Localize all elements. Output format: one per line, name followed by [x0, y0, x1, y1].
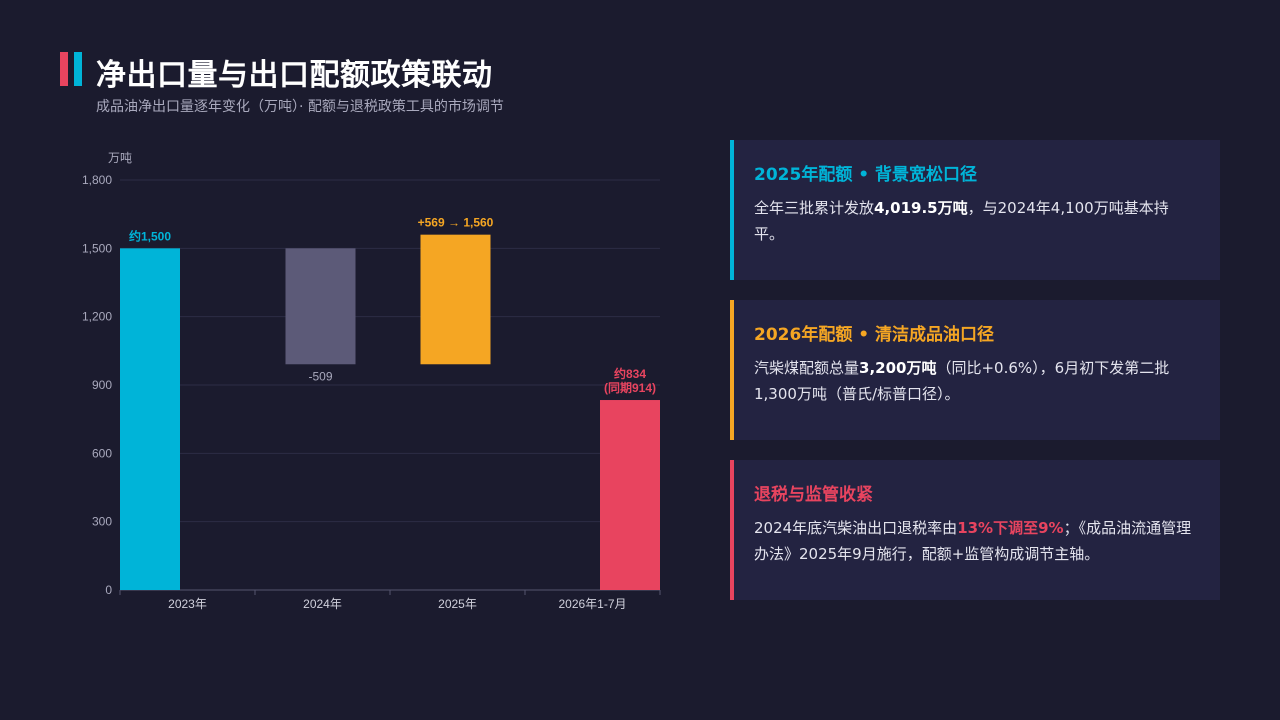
policy-cards: 2025年配额 • 背景宽松口径 全年三批累计发放4,019.5万吨，与2024年…: [730, 140, 1220, 620]
bar-data-label: +569 → 1,560: [418, 216, 494, 230]
page-subtitle: 成品油净出口量逐年变化（万吨）· 配额与退税政策工具的市场调节: [96, 99, 504, 115]
bar-3: [420, 234, 491, 365]
waterfall-chart: 万吨 0 300 600 900 1,200 1,500 1,800 2023年 2024年 202…: [82, 151, 661, 611]
card-body-text: 2024年底汽柴油出口退税率由: [754, 519, 958, 537]
card-title: 退税与监管收紧: [754, 485, 873, 505]
title-accent-bars: [60, 52, 84, 86]
card-body-text: 全年三批累计发放: [754, 199, 875, 217]
card-title: 2026年配额 • 清洁成品油口径: [754, 325, 995, 345]
y-tick-label: 600: [92, 446, 112, 460]
policy-card: 2025年配额 • 背景宽松口径 全年三批累计发放4,019.5万吨，与2024年…: [730, 140, 1220, 280]
bar-data-label: -509: [308, 369, 332, 383]
card-accent-bar: [730, 300, 734, 440]
card-accent-bar: [730, 140, 734, 280]
card-title: 2025年配额 • 背景宽松口径: [754, 165, 978, 185]
card-body-text: 汽柴煤配额总量: [754, 359, 860, 377]
y-axis-unit-label: 万吨: [108, 151, 132, 165]
y-tick-label: 900: [92, 378, 112, 392]
bar-1: [120, 248, 180, 591]
card-body: 2024年底汽柴油出口退税率由13%下调至9%；《成品油流通管理办法》2025年…: [754, 515, 1198, 567]
card-body: 全年三批累计发放4,019.5万吨，与2024年4,100万吨基本持平。: [754, 195, 1198, 247]
bar-data-label: 约1,500: [129, 228, 171, 243]
card-body-highlight: 13%下调至9%: [957, 519, 1064, 537]
card-body-text: （同比+0.6%），6月初下发第二批1,300万吨（普氏/标普口径）。: [754, 359, 1170, 403]
x-tick-label: 2024年: [303, 597, 342, 611]
card-body-text: ，与2024年4,100万吨基本持平。: [754, 199, 1169, 243]
card-accent-bar: [730, 460, 734, 600]
card-body-highlight: 3,200万吨: [859, 359, 937, 377]
card-body: 汽柴煤配额总量3,200万吨（同比+0.6%），6月初下发第二批1,300万吨（…: [754, 355, 1198, 407]
x-tick-label: 2025年: [438, 597, 477, 611]
title-accent-cyan: [74, 52, 82, 86]
policy-card: 2026年配额 • 清洁成品油口径 汽柴煤配额总量3,200万吨（同比+0.6%）…: [730, 300, 1220, 440]
bar-data-label-secondary: (同期914): [604, 380, 656, 395]
x-tick-label: 2026年1-7月: [558, 597, 626, 611]
policy-card: 退税与监管收紧 2024年底汽柴油出口退税率由13%下调至9%；《成品油流通管理办…: [730, 460, 1220, 600]
y-tick-label: 0: [105, 583, 112, 597]
y-tick-label: 1,800: [82, 173, 112, 187]
y-tick-label: 300: [92, 515, 112, 529]
bar-2: [285, 248, 356, 365]
card-body-text: ；《成品油流通管理办法》2025年9月施行，配额+监管构成调节主轴。: [754, 519, 1192, 563]
bar-data-label: 约834: [614, 366, 646, 381]
card-body-highlight: 4,019.5万吨: [874, 199, 968, 217]
y-tick-label: 1,200: [82, 310, 112, 324]
page-title: 净出口量与出口配额政策联动: [96, 58, 493, 93]
x-tick-label: 2023年: [168, 597, 207, 611]
bar-4: [600, 400, 660, 590]
y-tick-label: 1,500: [82, 241, 112, 255]
title-accent-red: [60, 52, 68, 86]
